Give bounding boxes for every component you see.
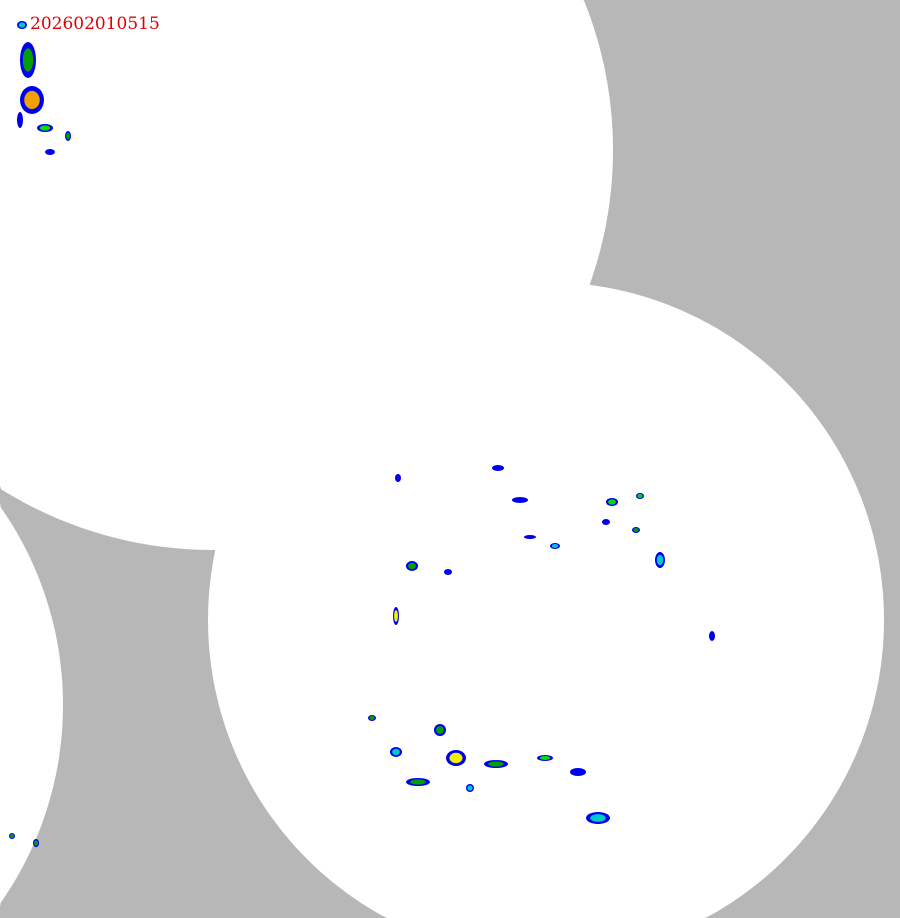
echo-cell <box>570 768 586 776</box>
timestamp-label: 202602010515 <box>30 14 160 34</box>
echo-core <box>467 785 473 791</box>
echo-core <box>18 22 26 28</box>
echo-cell <box>45 149 55 155</box>
echo-cell <box>512 497 528 503</box>
echo-core <box>488 761 504 767</box>
echo-core <box>633 528 639 532</box>
echo-core <box>551 544 559 548</box>
echo-core <box>436 726 444 734</box>
echo-cell <box>709 631 715 641</box>
echo-core <box>34 840 38 846</box>
echo-core <box>608 499 616 505</box>
echo-cell <box>524 535 536 539</box>
echo-core <box>656 554 664 566</box>
echo-cell <box>17 112 23 128</box>
echo-cell <box>602 519 610 525</box>
echo-core <box>394 610 398 622</box>
echo-cell <box>395 474 401 482</box>
echo-core <box>410 779 426 785</box>
echo-core <box>39 125 51 131</box>
echo-core <box>449 752 463 764</box>
echo-core <box>539 756 551 760</box>
echo-core <box>369 716 375 720</box>
precipitation-echoes <box>9 21 715 847</box>
echo-cell <box>492 465 504 471</box>
echo-core <box>637 494 643 498</box>
echo-core <box>66 132 70 140</box>
echo-core <box>590 814 606 822</box>
echo-core <box>24 90 40 110</box>
echo-core <box>408 562 416 570</box>
radar-coverage-circle-west <box>0 360 63 918</box>
echo-core <box>392 748 400 756</box>
echo-cell <box>444 569 452 575</box>
radar-coverage-circle-south <box>208 282 884 918</box>
echo-core <box>10 834 14 838</box>
echo-core <box>22 48 34 72</box>
